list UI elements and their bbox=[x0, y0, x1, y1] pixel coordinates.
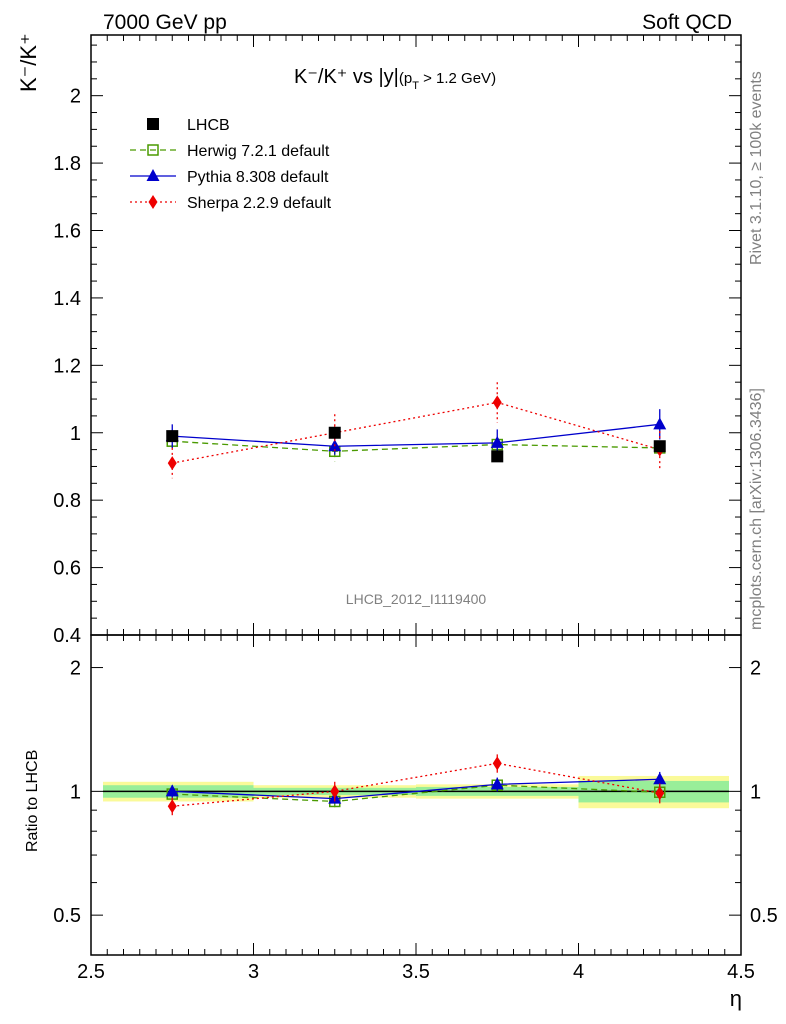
chart-title-main: K⁻/K⁺ vs |y| bbox=[294, 66, 399, 88]
data-point bbox=[653, 417, 667, 430]
chart-title: K⁻/K⁺ vs |y|(pT > 1.2 GeV) bbox=[294, 66, 496, 92]
data-point bbox=[328, 426, 341, 439]
y-tick-label: 1.8 bbox=[53, 153, 81, 175]
y-tick-label: 1.4 bbox=[53, 288, 81, 310]
rivet-label: Rivet 3.1.10, ≥ 100k events bbox=[748, 71, 765, 265]
header-left: 7000 GeV pp bbox=[103, 11, 227, 34]
ratio-data-point bbox=[330, 784, 340, 799]
ratio-y-tick-label: 0.5 bbox=[53, 905, 81, 927]
ratio-data-point bbox=[653, 772, 667, 785]
legend-label: LHCB bbox=[187, 117, 230, 134]
mcplots-label: mcplots.cern.ch [arXiv:1306.3436] bbox=[748, 388, 765, 630]
ratio-y-tick-label-right: 2 bbox=[750, 658, 761, 680]
ratio-y-tick-label-right: 1 bbox=[750, 781, 761, 803]
y-tick-label: 0.8 bbox=[53, 490, 81, 512]
series-line bbox=[172, 401, 660, 464]
ratio-y-tick-label: 1 bbox=[70, 781, 81, 803]
y-tick-label: 1.6 bbox=[53, 221, 81, 243]
ratio-series-line bbox=[172, 784, 660, 803]
ratio-data-point bbox=[165, 784, 179, 797]
ratio-series-line bbox=[172, 778, 660, 800]
legend-marker bbox=[147, 144, 159, 156]
data-point bbox=[492, 395, 502, 410]
y-tick-label: 2 bbox=[70, 86, 81, 108]
x-tick-label: 4.5 bbox=[727, 961, 755, 983]
ratio-y-tick-label-right: 0.5 bbox=[750, 905, 778, 927]
legend-marker bbox=[147, 118, 159, 130]
header-right: Soft QCD bbox=[642, 11, 732, 34]
legend-label: Herwig 7.2.1 default bbox=[187, 143, 330, 160]
x-tick-label: 2.5 bbox=[77, 961, 105, 983]
ratio-data-point bbox=[492, 756, 502, 771]
ratio-y-tick-label: 2 bbox=[70, 658, 81, 680]
series-line bbox=[172, 423, 660, 447]
x-tick-label: 4 bbox=[573, 961, 584, 983]
x-tick-label: 3 bbox=[248, 961, 259, 983]
ratio-series-line bbox=[172, 762, 660, 807]
data-point bbox=[166, 430, 179, 443]
y-tick-label: 1.2 bbox=[53, 355, 81, 377]
ratio-data-point bbox=[655, 786, 665, 801]
ratio-data-point bbox=[490, 777, 504, 790]
data-point bbox=[653, 440, 666, 453]
data-point bbox=[490, 435, 504, 448]
legend-marker bbox=[146, 169, 160, 181]
legend-marker bbox=[148, 195, 158, 209]
analysis-watermark: LHCB_2012_I1119400 bbox=[346, 591, 487, 607]
data-point bbox=[491, 450, 504, 463]
legend-label: Sherpa 2.2.9 default bbox=[187, 195, 332, 212]
x-tick-label: 3.5 bbox=[402, 961, 430, 983]
series-line bbox=[172, 440, 660, 452]
ratio-data-point bbox=[167, 799, 177, 814]
legend-label: Pythia 8.308 default bbox=[187, 169, 329, 186]
y-tick-label: 0.4 bbox=[53, 625, 81, 647]
y-tick-label: 0.6 bbox=[53, 558, 81, 580]
x-axis-label: η bbox=[730, 986, 742, 1011]
chart-title-sub-tail: > 1.2 GeV) bbox=[419, 70, 496, 87]
chart-title-sub-index: T bbox=[412, 80, 419, 92]
y-tick-label: 1 bbox=[70, 423, 81, 445]
data-point bbox=[167, 456, 177, 471]
chart-title-sub: (p bbox=[399, 70, 412, 87]
ratio-y-axis-label: Ratio to LHCB bbox=[24, 750, 41, 852]
y-axis-label: K⁻/K⁺ bbox=[16, 33, 41, 92]
